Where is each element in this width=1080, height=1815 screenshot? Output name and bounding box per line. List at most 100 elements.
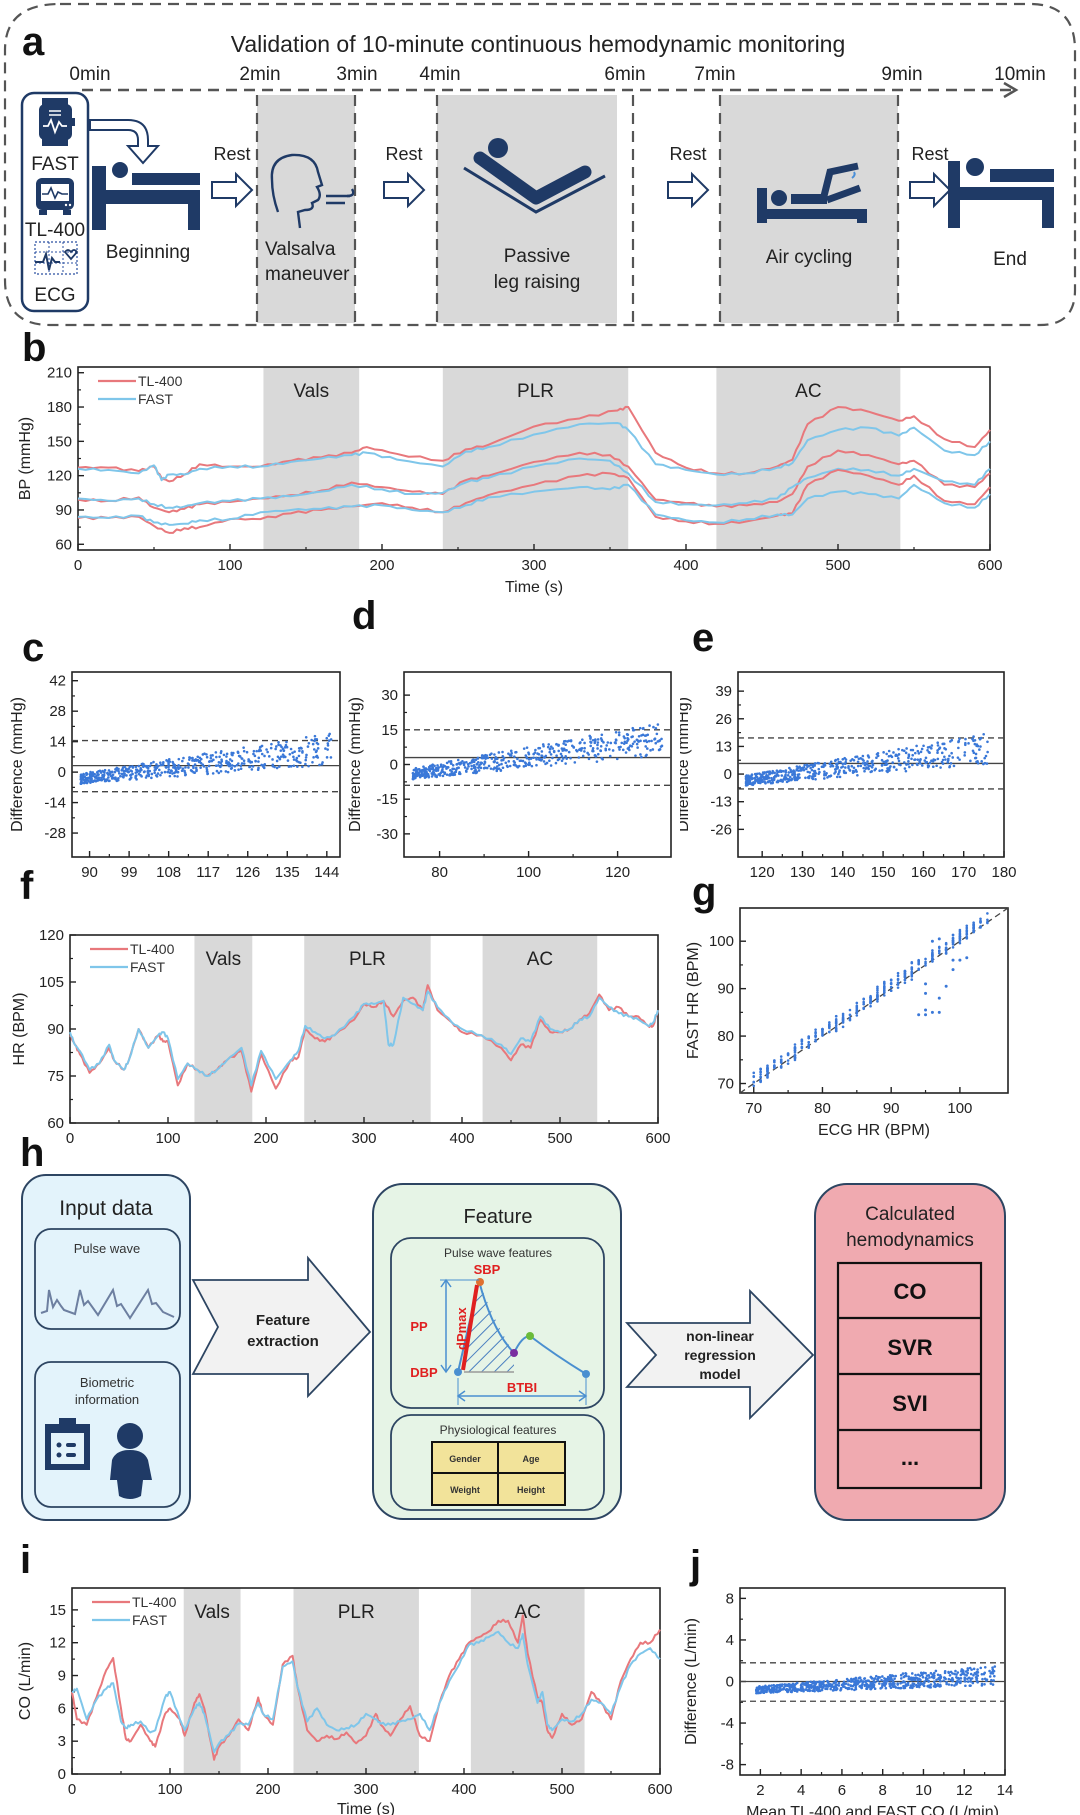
data-point (564, 755, 567, 758)
data-point (787, 1683, 790, 1686)
data-point (559, 752, 563, 756)
pulse-features-label: Pulse wave features (444, 1246, 552, 1260)
data-point (859, 764, 863, 768)
data-point (217, 764, 220, 767)
data-point (318, 763, 321, 767)
data-point (864, 767, 868, 770)
x-tick-label: 8 (879, 1782, 887, 1799)
data-point (924, 1678, 928, 1682)
data-point (779, 778, 783, 782)
protocol-diagram: Validation of 10-minute continuous hemod… (3, 2, 1077, 327)
data-point (251, 765, 255, 768)
y-tick-label: -8 (721, 1757, 734, 1774)
x-tick-label: 100 (516, 864, 541, 880)
data-point (591, 748, 595, 752)
data-point (593, 753, 597, 757)
data-point (880, 758, 884, 762)
plot-frame (739, 907, 1009, 1094)
data-point (187, 766, 190, 769)
data-point (599, 744, 603, 748)
data-point (835, 775, 839, 779)
data-point (291, 751, 294, 755)
data-point (978, 748, 981, 751)
data-point (852, 1677, 856, 1681)
data-point (909, 1676, 913, 1680)
data-point (837, 772, 840, 776)
data-point (980, 760, 983, 763)
output-title-2: hemodynamics (846, 1230, 974, 1251)
data-point (993, 1674, 996, 1678)
data-point (446, 766, 450, 769)
data-point (799, 766, 803, 770)
data-point (944, 948, 948, 952)
data-point (828, 1025, 831, 1028)
data-point (990, 1678, 993, 1682)
data-point (137, 764, 141, 768)
x-tick-label: 120 (750, 864, 775, 880)
data-point (841, 1014, 845, 1018)
data-point (775, 1688, 778, 1691)
data-point (575, 749, 579, 753)
x-tick-label: 80 (814, 1100, 831, 1117)
data-point (880, 1678, 883, 1682)
data-point (650, 739, 653, 743)
data-point (852, 766, 856, 770)
data-point (474, 758, 478, 762)
data-point (525, 746, 529, 749)
data-point (611, 749, 615, 752)
protocol-title: Validation of 10-minute continuous hemod… (231, 31, 846, 57)
shaded-region-vals (194, 935, 253, 1123)
y-tick-label: 15 (381, 722, 398, 739)
data-point (517, 764, 521, 768)
data-point (91, 774, 94, 778)
data-point (804, 767, 808, 771)
data-point (920, 1673, 924, 1677)
region-label: Vals (194, 1602, 230, 1623)
rest-label: Rest (385, 144, 422, 164)
data-point (233, 764, 237, 768)
data-point (230, 753, 234, 756)
data-point (304, 758, 308, 762)
data-point (892, 751, 895, 754)
data-point (911, 748, 915, 752)
data-point (917, 967, 920, 971)
data-point (226, 770, 230, 774)
plot-frame (71, 671, 341, 858)
data-point (279, 749, 283, 752)
data-point (557, 749, 560, 753)
data-point (766, 780, 770, 783)
data-point (637, 740, 640, 743)
data-point (196, 755, 200, 759)
data-point (959, 1677, 963, 1680)
data-point (326, 748, 329, 751)
data-point (841, 1025, 845, 1029)
y-axis-label: HR (BPM) (11, 993, 28, 1066)
data-point (493, 766, 496, 769)
data-point (784, 769, 788, 772)
data-point (903, 975, 907, 979)
x-tick-label: 117 (196, 864, 220, 880)
arrow2-label-2: regression (684, 1347, 756, 1363)
data-point (556, 758, 560, 762)
data-point (289, 747, 293, 751)
data-point (564, 739, 567, 743)
data-point (847, 1686, 851, 1690)
data-point (753, 781, 757, 784)
data-point (583, 741, 586, 745)
x-axis-label: Time (s) (337, 1801, 395, 1815)
data-point (769, 1689, 773, 1692)
data-point (904, 1671, 907, 1675)
data-point (599, 737, 603, 740)
data-point (983, 756, 986, 760)
data-point (103, 768, 107, 772)
data-point (89, 770, 92, 774)
data-point (795, 1688, 799, 1692)
data-point (254, 760, 257, 763)
data-point (957, 739, 961, 743)
data-point (292, 764, 296, 768)
data-point (753, 772, 757, 776)
data-point (966, 1667, 970, 1670)
data-point (931, 955, 934, 959)
data-point (788, 1687, 791, 1691)
data-point (467, 765, 470, 768)
